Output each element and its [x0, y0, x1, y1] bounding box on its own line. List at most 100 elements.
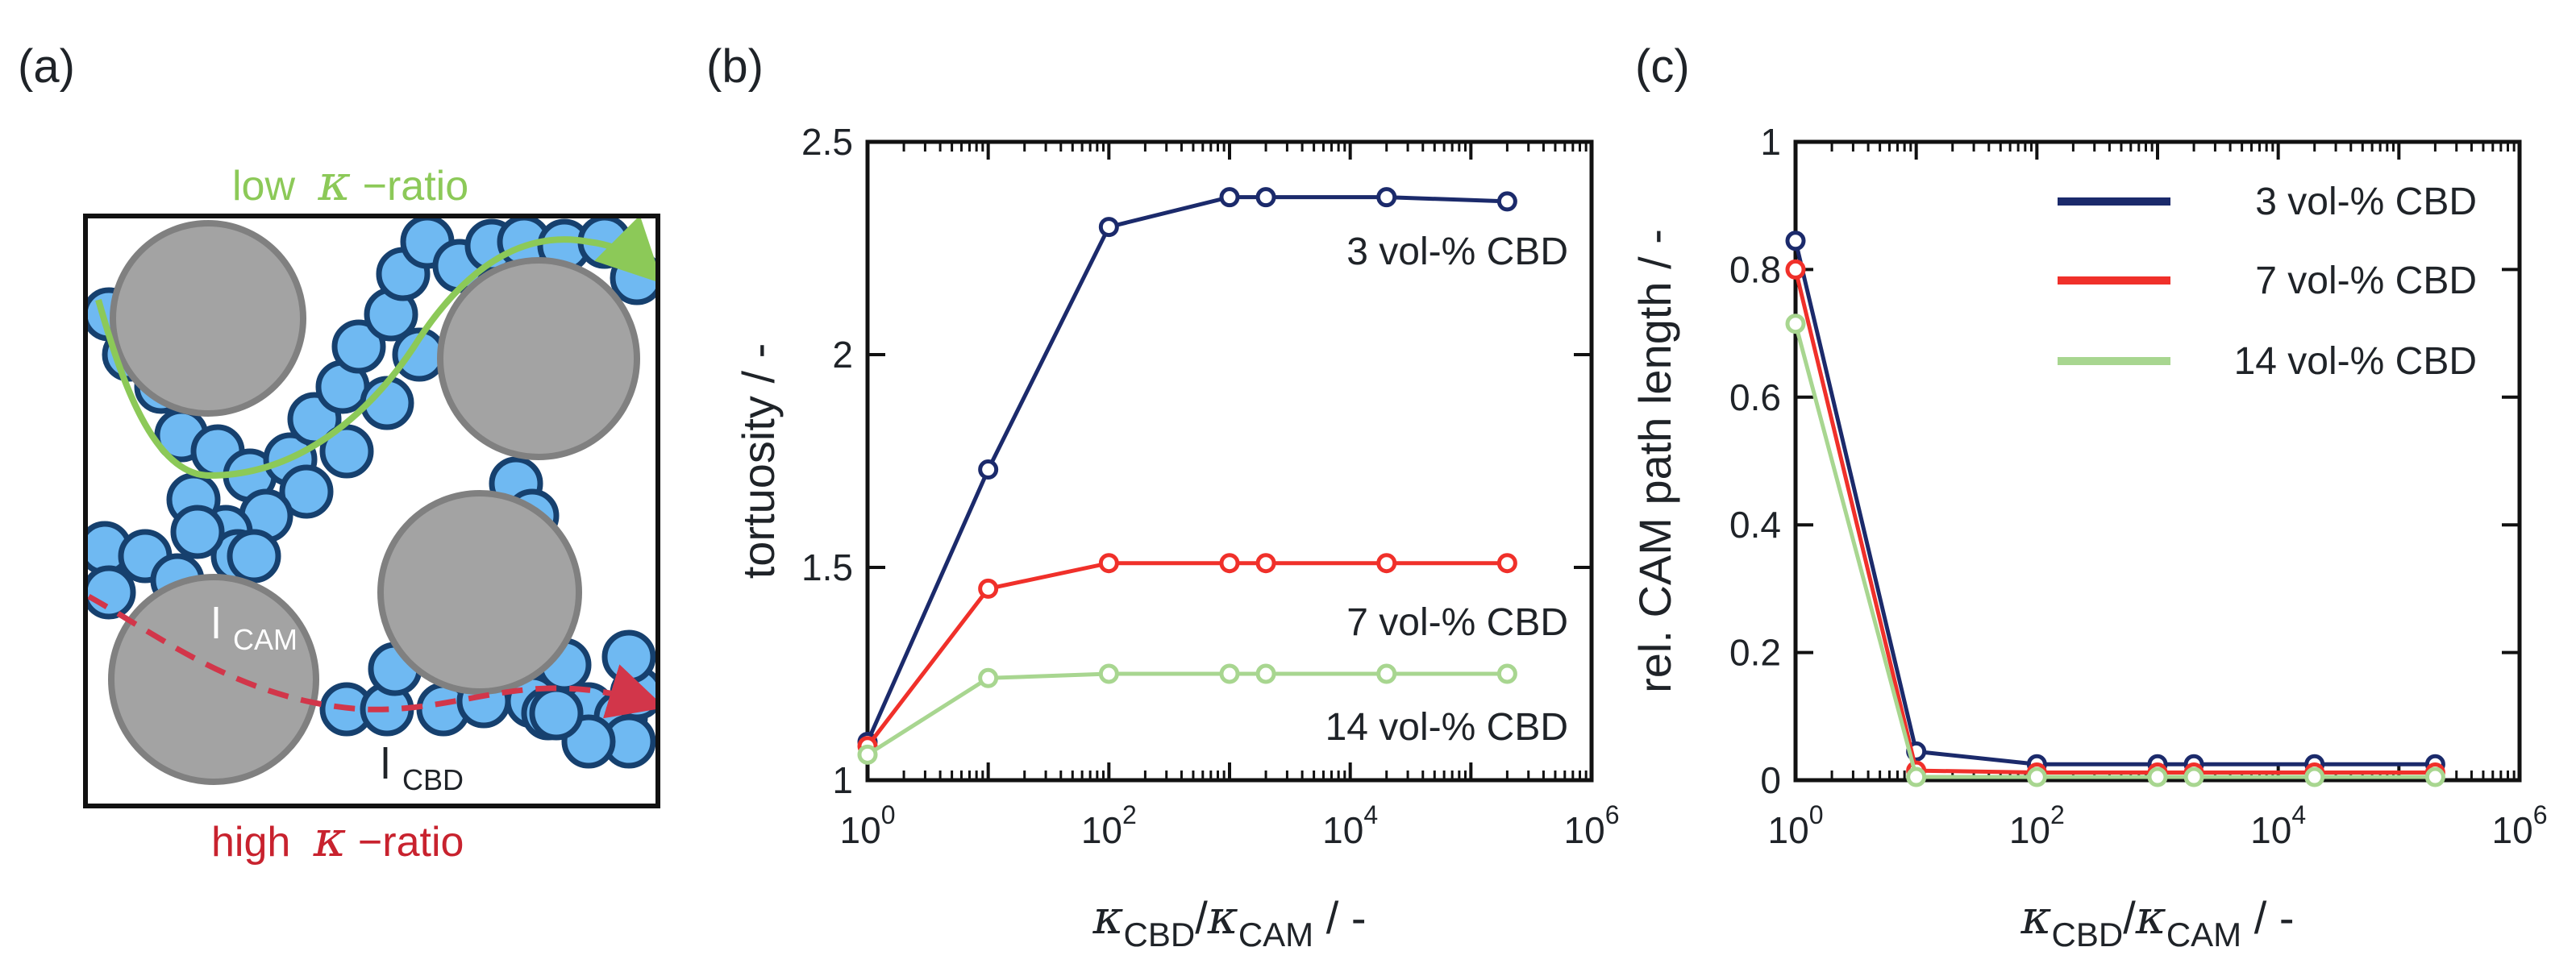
x-tick-exponent: 0 — [881, 800, 896, 829]
x-tick-label: 102 — [1081, 800, 1137, 851]
y-tick-label: 0.2 — [1729, 632, 1781, 674]
x-tick-label: 104 — [1322, 800, 1378, 851]
x-tick-label: 106 — [2492, 800, 2548, 851]
x-tick-exponent: 4 — [2291, 800, 2306, 829]
data-point — [1255, 663, 1276, 684]
x-tick-exponent: 6 — [1605, 800, 1620, 829]
l-cam-base: l — [211, 600, 221, 648]
data-point — [978, 667, 999, 688]
data-point — [2026, 766, 2047, 787]
high-ratio-suffix: −ratio — [358, 819, 464, 866]
x-tick-exponent: 6 — [2533, 800, 2548, 829]
legend-label-14vol: 14 vol-% CBD — [2234, 340, 2477, 383]
plot-frame — [1793, 139, 2522, 783]
cam-particles — [108, 220, 640, 785]
x-tick-base: 10 — [840, 809, 881, 851]
x-label-kappa2: κ — [2135, 890, 2166, 945]
panel-a-letter: (a) — [18, 40, 75, 93]
x-label-kappa1: κ — [2020, 890, 2051, 945]
data-point — [1906, 766, 1927, 787]
x-tick-base: 10 — [2492, 809, 2533, 851]
y-tick-label: 2 — [832, 334, 853, 376]
series-line — [1793, 323, 2436, 779]
x-tick-label: 102 — [2009, 800, 2065, 851]
x-label-slash: / — [1195, 892, 1208, 943]
y-tick-label: 0.4 — [1729, 504, 1781, 546]
annotation-3vol: 3 vol-% CBD — [1346, 231, 1568, 273]
low-ratio-kappa: κ — [317, 153, 351, 212]
x-label-kappa1: κ — [1092, 890, 1123, 945]
l-cbd-label: l CBD — [381, 740, 464, 796]
data-point — [2147, 766, 2168, 787]
panel-c-letter: (c) — [1635, 40, 1690, 93]
x-tick-base: 10 — [1768, 809, 1809, 851]
high-ratio-prefix: high — [211, 819, 290, 866]
l-cbd-sub: CBD — [402, 763, 464, 796]
y-tick-label: 1 — [1760, 121, 1781, 163]
data-point — [1785, 231, 1806, 251]
data-point — [2424, 766, 2445, 787]
x-axis-label: κCBD/κCAM / - — [1092, 890, 1366, 953]
x-label-sub1: CBD — [1124, 916, 1196, 953]
data-point — [1098, 663, 1119, 684]
l-cbd-base: l — [381, 740, 390, 788]
high-ratio-path — [87, 593, 658, 719]
data-point — [857, 744, 878, 765]
l-cam-sub: CAM — [233, 623, 298, 656]
data-point — [1376, 553, 1397, 574]
data-point — [1496, 191, 1517, 212]
x-label-tail: / - — [2241, 892, 2294, 943]
data-point — [1219, 187, 1240, 208]
low-ratio-path — [95, 216, 658, 480]
legend-label-3vol: 3 vol-% CBD — [2255, 181, 2477, 223]
x-tick-base: 10 — [1564, 809, 1605, 851]
x-tick-exponent: 2 — [2050, 800, 2065, 829]
legend-label-7vol: 7 vol-% CBD — [2255, 260, 2477, 302]
schematic-frame — [83, 214, 660, 808]
x-tick-label: 106 — [1564, 800, 1620, 851]
x-label-tail: / - — [1313, 892, 1366, 943]
data-point — [1496, 553, 1517, 574]
data-point — [1255, 553, 1276, 574]
data-point — [1098, 553, 1119, 574]
x-label-sub2: CAM — [2166, 916, 2241, 953]
x-tick-base: 10 — [1322, 809, 1363, 851]
data-point — [1376, 187, 1397, 208]
annotation-7vol: 7 vol-% CBD — [1346, 601, 1568, 644]
x-tick-label: 100 — [1768, 800, 1824, 851]
y-tick-label: 2.5 — [801, 121, 853, 163]
schematic-drawing — [85, 216, 658, 785]
y-tick-label: 1 — [832, 759, 853, 801]
x-axis-label: κCBD/κCAM / - — [2020, 890, 2294, 953]
x-tick-base: 10 — [1081, 809, 1122, 851]
annotation-14vol: 14 vol-% CBD — [1325, 706, 1568, 749]
data-point — [978, 578, 999, 599]
data-point — [2304, 766, 2325, 787]
data-point — [1255, 187, 1276, 208]
x-label-sub1: CBD — [2052, 916, 2124, 953]
high-ratio-kappa: κ — [313, 809, 347, 868]
data-point — [1376, 663, 1397, 684]
panel-b-letter: (b) — [706, 40, 764, 93]
data-point — [978, 459, 999, 480]
low-ratio-prefix: low — [232, 163, 295, 210]
y-axis-label: tortuosity / - — [733, 343, 784, 579]
y-tick-label: 0.6 — [1729, 376, 1781, 418]
y-tick-label: 0.8 — [1729, 248, 1781, 290]
data-point — [1785, 259, 1806, 280]
x-label-kappa2: κ — [1207, 890, 1238, 945]
legend: 3 vol-% CBD 7 vol-% CBD 14 vol-% CBD — [2058, 181, 2477, 383]
x-tick-label: 100 — [840, 800, 896, 851]
x-tick-base: 10 — [2250, 809, 2291, 851]
data-point — [1219, 663, 1240, 684]
x-tick-label: 104 — [2250, 800, 2306, 851]
y-tick-label: 1.5 — [801, 546, 853, 588]
low-ratio-label: low κ −ratio — [232, 153, 468, 212]
data-point — [1098, 217, 1119, 238]
x-tick-base: 10 — [2009, 809, 2050, 851]
x-label-sub2: CAM — [1238, 916, 1313, 953]
